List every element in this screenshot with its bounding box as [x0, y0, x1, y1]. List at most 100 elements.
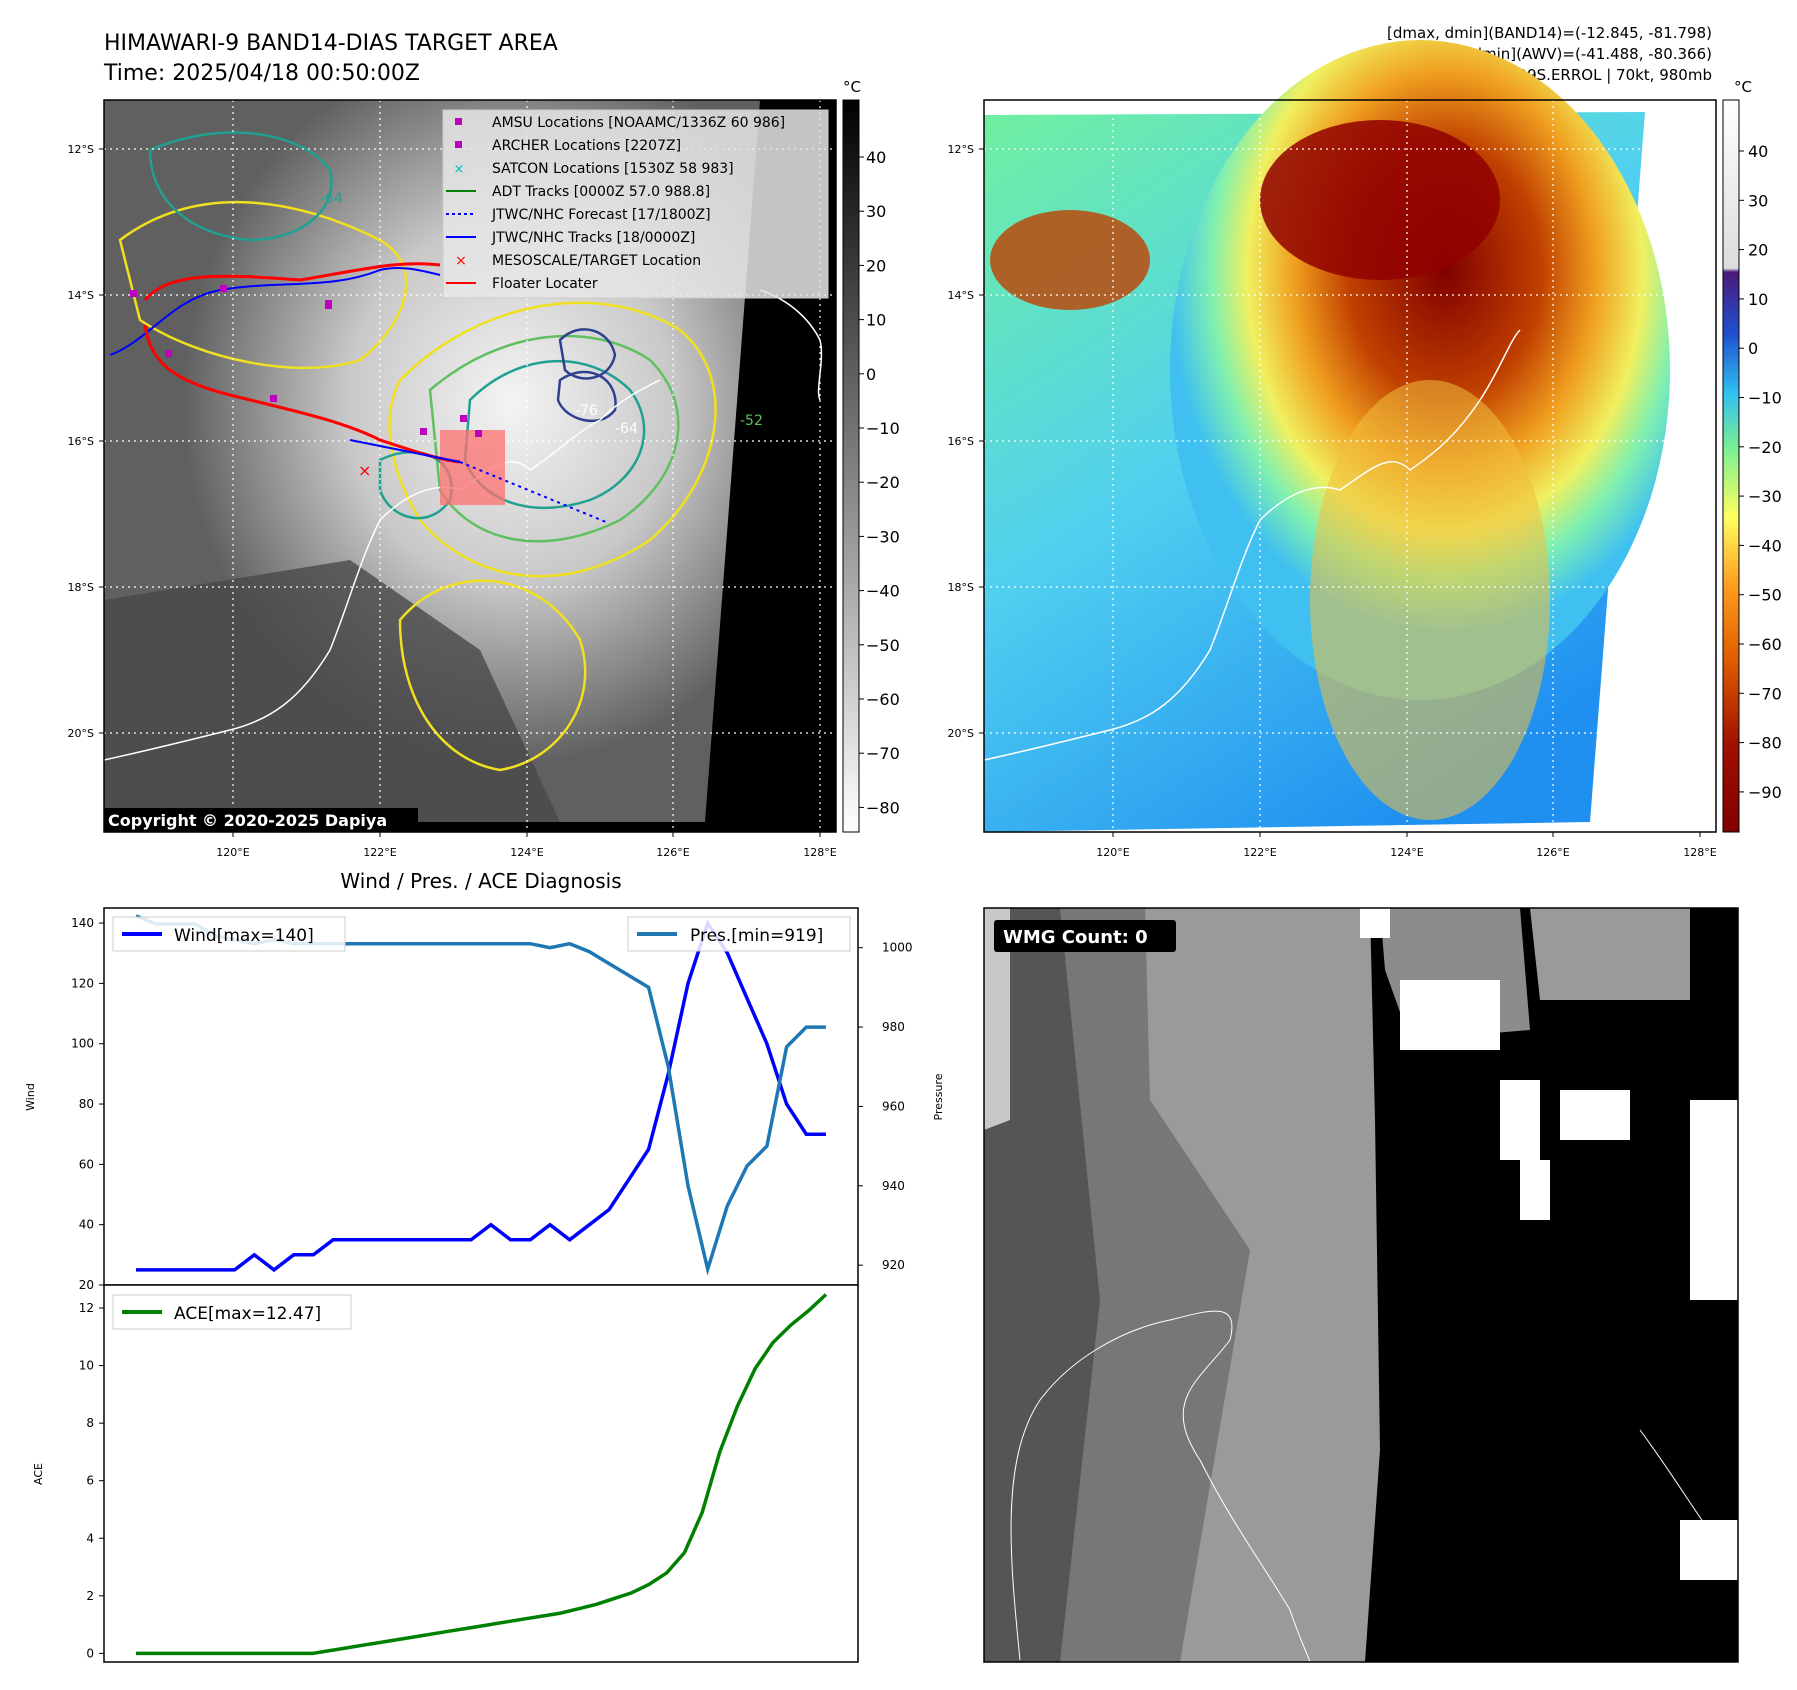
ace-chart-frame — [103, 1284, 859, 1663]
color-colorbar-tick-label: 40 — [1748, 142, 1768, 161]
wind-tick-label: 100 — [71, 1037, 94, 1051]
figure-title: HIMAWARI-9 BAND14-DIAS TARGET AREA — [104, 31, 558, 56]
pressure-tick-label: 980 — [882, 1020, 905, 1034]
pressure-axis-label: Pressure — [932, 1073, 945, 1120]
wind-pressure-chart: Wind Pressure 20 40 60 80 100 120 140 920 940 960… — [24, 907, 945, 1292]
color-colorbar-tick-label: −60 — [1748, 635, 1782, 654]
pressure-tick-label: 960 — [882, 1099, 905, 1113]
ace-legend: ACE[max=12.47] — [112, 1294, 352, 1330]
ir-map-frame — [103, 99, 837, 833]
ir-colorbar-tick-label: −30 — [866, 527, 900, 546]
lat-tick-label: 18°S — [68, 581, 94, 594]
lon-tick-label: 120°E — [1096, 846, 1129, 859]
color-colorbar-tick-label: −20 — [1748, 438, 1782, 457]
lon-tick-label: 120°E — [216, 846, 249, 859]
legend-label-0: AMSU Locations [NOAAMC/1336Z 60 986] — [492, 115, 785, 131]
ace-tick-label: 10 — [79, 1359, 94, 1373]
lat-tick-label: 18°S — [948, 581, 974, 594]
color-rainband — [1310, 380, 1550, 820]
color-gridlines — [984, 100, 1716, 832]
wmg-coastline — [1010, 1310, 1311, 1663]
wind-tick-label: 40 — [79, 1218, 94, 1232]
ir-colorbar-tick-label: −80 — [866, 798, 900, 817]
pressure-tick-label: 1000 — [882, 941, 913, 955]
wmg-panel: WMG Count: 0 — [983, 907, 1739, 1663]
wmg-label-box — [994, 920, 1176, 952]
wmg-count-label: WMG Count: 0 — [1003, 927, 1148, 948]
ir-colorbar-tick-label: 10 — [866, 311, 886, 330]
ace-tick-label: 4 — [86, 1531, 94, 1545]
legend-marker-0 — [455, 118, 462, 125]
legend-label-2: SATCON Locations [1530Z 58 983] — [492, 161, 734, 177]
ir-colorbar-unit: °C — [843, 78, 861, 96]
color-coastline — [983, 329, 1521, 761]
ace-axis-label: ACE — [32, 1463, 45, 1485]
legend-label-4: JTWC/NHC Forecast [17/1800Z] — [491, 207, 711, 223]
color-colorbar-tick-label: −80 — [1748, 734, 1782, 753]
lon-tick-label: 128°E — [1683, 846, 1716, 859]
pressure-tick-label: 920 — [882, 1258, 905, 1272]
color-colorbar-tick-label: −70 — [1748, 684, 1782, 703]
storm-info: 29S.ERROL | 70kt, 980mb — [1518, 66, 1712, 84]
contour-label-3: -64 — [615, 421, 638, 437]
color-colorbar-tick-label: −50 — [1748, 586, 1782, 605]
legend-marker-1 — [455, 141, 462, 148]
ir-map-ticks: 12°S 14°S 16°S 18°S 20°S 120°E 122°E 124°E 126°E… — [68, 143, 837, 859]
color-map-frame — [983, 99, 1717, 833]
ir-colorbar-tick-label: −40 — [866, 582, 900, 601]
legend-marker-6: × — [455, 253, 467, 269]
color-storm-west — [990, 210, 1150, 310]
legend-label-5: JTWC/NHC Tracks [18/0000Z] — [491, 230, 695, 246]
contour-label-2: -76 — [575, 403, 598, 419]
ace-series-line — [136, 1293, 828, 1656]
wind-chart-frame — [103, 907, 859, 1286]
figure-time: Time: 2025/04/18 00:50:00Z — [103, 61, 420, 86]
color-storm-core — [1260, 120, 1500, 280]
target-marker: × — [358, 461, 371, 480]
wmg-white-patches — [1360, 908, 1738, 1580]
ace-tick-label: 8 — [86, 1416, 94, 1430]
color-colorbar-tick-label: −40 — [1748, 536, 1782, 555]
ace-legend-label: ACE[max=12.47] — [174, 1304, 321, 1324]
ir-colorbar-tick-label: −50 — [866, 636, 900, 655]
lat-tick-label: 14°S — [68, 289, 94, 302]
pressure-tick-label: 940 — [882, 1179, 905, 1193]
wind-tick-label: 60 — [79, 1157, 94, 1171]
floater-box — [440, 430, 505, 505]
wmg-frame — [983, 907, 1739, 1663]
ir-coastline-east — [759, 289, 823, 401]
stats-band14: [dmax, dmin](BAND14)=(-12.845, -81.798) — [1387, 24, 1712, 42]
diagnosis-title: Wind / Pres. / ACE Diagnosis — [340, 869, 621, 893]
pressure-legend: Pres.[min=919] — [627, 916, 851, 952]
ace-tick-label: 6 — [86, 1474, 94, 1488]
ir-colorbar-tick-label: −60 — [866, 690, 900, 709]
copyright-text: Copyright © 2020-2025 Dapiya — [108, 811, 387, 830]
lon-tick-label: 126°E — [656, 846, 689, 859]
contour-label-4: -52 — [740, 413, 763, 429]
legend-box — [442, 109, 829, 299]
wmg-black-region — [1365, 908, 1738, 1662]
contour-label-1: -64 — [320, 191, 343, 207]
lon-tick-label: 124°E — [510, 846, 543, 859]
copyright-box — [104, 808, 418, 832]
pressure-legend-label: Pres.[min=919] — [690, 926, 823, 946]
color-colorbar-unit: °C — [1734, 78, 1752, 96]
jtwc-track-lower — [349, 439, 461, 463]
wmg-coastline-east — [1639, 1429, 1731, 1561]
ace-tick-label: 2 — [86, 1589, 94, 1603]
ace-tick-label: 0 — [86, 1646, 94, 1660]
wind-legend-label: Wind[max=140] — [174, 926, 314, 946]
lat-tick-label: 12°S — [948, 143, 974, 156]
legend-label-3: ADT Tracks [0000Z 57.0 988.8] — [492, 184, 710, 200]
ir-dark-region — [104, 560, 560, 822]
ir-colorbar-tick-label: 20 — [866, 256, 886, 275]
color-colorbar-tick-label: −30 — [1748, 487, 1782, 506]
lon-tick-label: 124°E — [1390, 846, 1423, 859]
color-colorbar-tick-label: 30 — [1748, 191, 1768, 210]
color-colorbar: °C 40 30 20 10 0 −10 −20 −30 −40 −50 −60 −70 −80 −90 — [1722, 78, 1782, 833]
wind-tick-label: 20 — [79, 1278, 94, 1292]
ir-map-panel: -64 -76 -64 -52 × — [103, 99, 837, 833]
wind-axis-label: Wind — [24, 1083, 37, 1111]
ir-coastline — [103, 379, 661, 761]
